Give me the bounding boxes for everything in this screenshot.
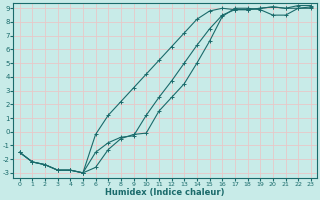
- X-axis label: Humidex (Indice chaleur): Humidex (Indice chaleur): [106, 188, 225, 197]
